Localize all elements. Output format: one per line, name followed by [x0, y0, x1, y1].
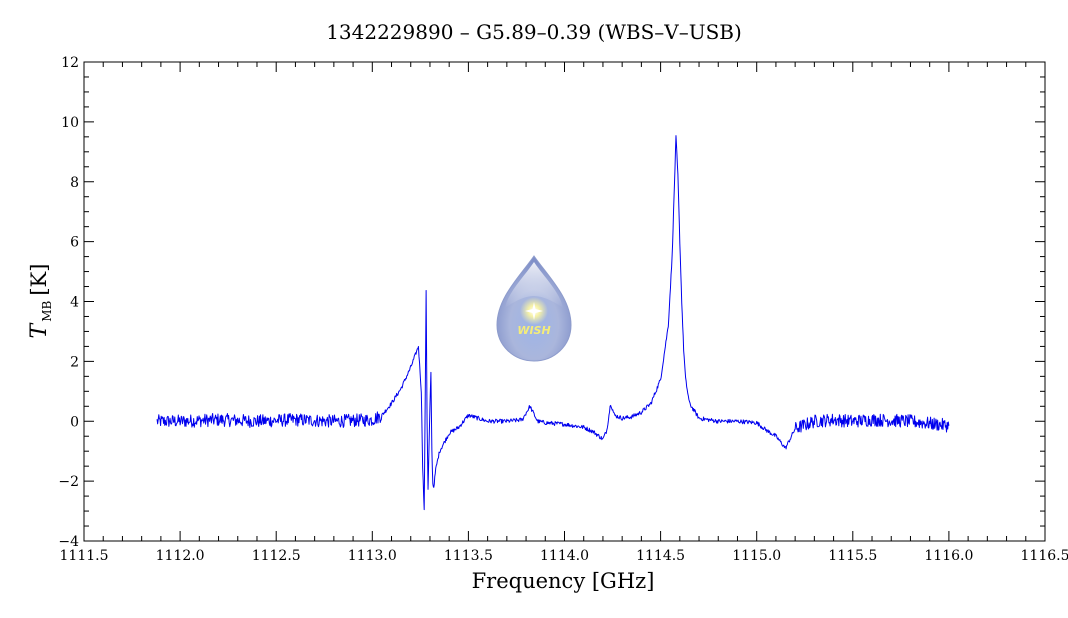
y-tick-labels: −4 −2 0 2 4 6 8 10 12 — [58, 55, 79, 550]
x-tick-label: 1116.5 — [1021, 548, 1068, 564]
wish-logo: WISH — [496, 255, 572, 362]
y-axis-title-unit: [K] — [27, 264, 51, 296]
x-tick-label: 1116.0 — [924, 548, 973, 564]
y-tick-label: 2 — [70, 354, 79, 370]
y-tick-label: 4 — [70, 295, 79, 311]
y-tick-label: 8 — [70, 175, 79, 191]
y-axis-title-sub: MB — [40, 300, 54, 321]
x-axis-title: Frequency [GHz] — [472, 569, 655, 593]
y-axis-title: TMB [K] — [27, 264, 54, 339]
x-tick-label: 1114.0 — [540, 548, 589, 564]
x-tick-label: 1115.5 — [828, 548, 877, 564]
x-tick-label: 1113.5 — [444, 548, 493, 564]
drop-highlight — [505, 262, 563, 308]
x-tick-label: 1111.5 — [60, 548, 109, 564]
y-tick-label: −4 — [58, 534, 79, 550]
x-tick-label: 1115.0 — [732, 548, 781, 564]
y-tick-label: 0 — [70, 414, 79, 430]
x-tick-label: 1113.0 — [348, 548, 397, 564]
x-tick-label: 1112.0 — [156, 548, 205, 564]
y-tick-label: −2 — [58, 474, 79, 490]
y-tick-label: 12 — [61, 55, 79, 71]
y-tick-label: 6 — [70, 235, 79, 251]
star-icon — [525, 302, 543, 320]
axis-ticks — [83, 61, 1046, 542]
chart-title: 1342229890 – G5.89–0.39 (WBS–V–USB) — [326, 20, 742, 44]
spectrum-line — [156, 135, 950, 511]
svg-text:TMB[K]: TMB [K] — [27, 264, 54, 339]
x-tick-label: 1112.5 — [252, 548, 301, 564]
x-tick-label: 1114.5 — [636, 548, 685, 564]
logo-label: WISH — [517, 324, 550, 337]
spectrum-series — [156, 135, 950, 511]
y-axis-title-main: T — [27, 321, 52, 338]
x-tick-labels: 1111.5 1112.0 1112.5 1113.0 1113.5 1114.0 1114… — [60, 548, 1068, 564]
y-tick-label: 10 — [61, 115, 79, 131]
